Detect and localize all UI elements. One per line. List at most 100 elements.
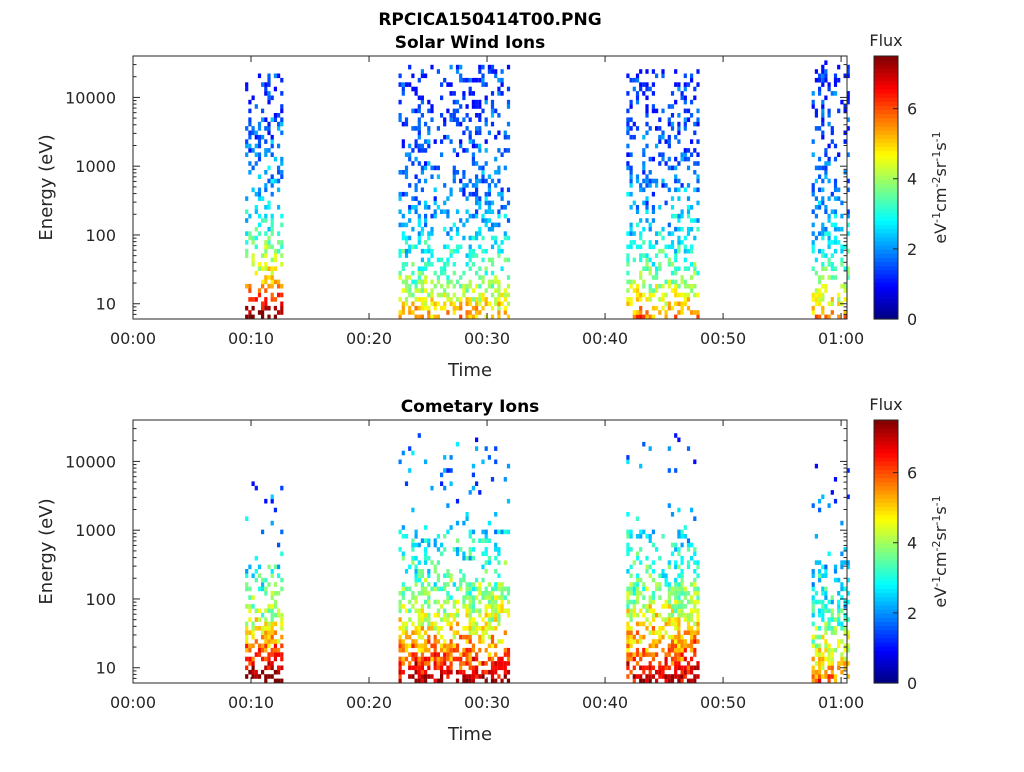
heatmap-cell — [443, 608, 447, 614]
heatmap-cell — [670, 617, 675, 622]
heatmap-cell — [648, 244, 652, 250]
heatmap-cell — [401, 450, 405, 456]
heatmap-cell — [814, 297, 818, 302]
heatmap-cell — [468, 595, 472, 600]
heatmap-cell — [446, 468, 450, 473]
heatmap-cell — [690, 630, 694, 635]
heatmap-cell — [827, 608, 831, 614]
heatmap-cell — [661, 235, 665, 241]
colorbar-swatch — [874, 424, 898, 429]
heatmap-cell — [459, 139, 463, 144]
heatmap-cell — [655, 586, 659, 592]
heatmap-cell — [651, 314, 655, 320]
heatmap-cell — [642, 148, 646, 153]
heatmap-cell — [427, 599, 431, 605]
heatmap-cell — [408, 235, 412, 241]
heatmap-cell — [632, 231, 636, 236]
heatmap-cell — [404, 634, 409, 640]
heatmap-cell — [471, 595, 475, 600]
heatmap-cell — [487, 555, 491, 561]
heatmap-cell — [830, 669, 834, 675]
heatmap-cell — [452, 643, 456, 649]
heatmap-cell — [683, 591, 687, 596]
heatmap-cell — [427, 143, 431, 149]
heatmap-cell — [690, 283, 694, 289]
heatmap-cell — [248, 297, 252, 302]
heatmap-cell — [398, 113, 402, 118]
heatmap-cell — [626, 652, 630, 657]
heatmap-cell — [635, 314, 640, 320]
heatmap-cell — [273, 582, 277, 587]
heatmap-cell — [465, 288, 469, 293]
heatmap-cell — [494, 170, 498, 175]
heatmap-cell — [667, 643, 671, 649]
heatmap-cell — [651, 205, 655, 210]
heatmap-cell — [424, 73, 428, 79]
heatmap-cell — [277, 639, 281, 644]
heatmap-cell — [827, 621, 831, 627]
heatmap-cell — [417, 218, 421, 223]
heatmap-cell — [248, 586, 252, 592]
colorbar-tick-label: 0 — [907, 674, 917, 693]
heatmap-cell — [639, 275, 643, 280]
heatmap-cell — [245, 665, 249, 671]
heatmap-cell — [468, 130, 472, 136]
heatmap-cell — [449, 665, 453, 671]
heatmap-cell — [503, 477, 507, 482]
heatmap-cell — [490, 626, 495, 631]
heatmap-cell — [833, 275, 838, 280]
heatmap-cell — [824, 231, 828, 236]
colorbar-swatch — [874, 420, 898, 425]
heatmap-cell — [427, 314, 431, 320]
heatmap-cell — [462, 674, 466, 679]
heatmap-cell — [686, 165, 691, 171]
heatmap-cell — [626, 634, 630, 640]
heatmap-cell — [475, 213, 479, 219]
y-tick-label: 100 — [85, 590, 116, 609]
heatmap-cell — [635, 288, 640, 293]
heatmap-cell — [814, 560, 818, 565]
heatmap-cell — [635, 91, 640, 96]
heatmap-cell — [821, 266, 825, 271]
heatmap-cell — [677, 235, 681, 241]
heatmap-cell — [827, 652, 831, 657]
heatmap-cell — [475, 586, 479, 592]
heatmap-cell — [670, 126, 675, 131]
heatmap-cell — [667, 262, 671, 267]
heatmap-cell — [468, 551, 472, 557]
heatmap-cell — [635, 209, 640, 214]
heatmap-cell — [468, 178, 472, 184]
heatmap-cell — [449, 82, 453, 87]
heatmap-cell — [670, 621, 675, 627]
heatmap-cell — [664, 279, 668, 285]
heatmap-cell — [843, 130, 847, 136]
heatmap-cell — [635, 244, 640, 250]
heatmap-cell — [468, 534, 472, 539]
heatmap-cell — [257, 288, 262, 293]
colorbar-swatch — [874, 510, 898, 516]
heatmap-cell — [494, 446, 498, 451]
heatmap-cell — [401, 248, 405, 254]
colorbar-swatch — [874, 68, 898, 74]
heatmap-cell — [264, 91, 268, 96]
x-tick-label: 00:00 — [110, 329, 156, 348]
heatmap-cell — [475, 130, 479, 136]
heatmap-cell — [677, 196, 681, 201]
heatmap-cell — [443, 200, 447, 206]
heatmap-cell — [478, 69, 482, 74]
heatmap-cell — [452, 604, 456, 609]
heatmap-cell — [642, 441, 646, 447]
heatmap-cell — [264, 617, 268, 622]
heatmap-cell — [693, 674, 697, 679]
heatmap-cell — [642, 621, 646, 627]
heatmap-cell — [427, 538, 431, 543]
heatmap-cell — [411, 547, 415, 552]
colorbar-swatch — [874, 277, 898, 283]
heatmap-cell — [674, 617, 678, 622]
heatmap-cell — [484, 248, 488, 254]
heatmap-cell — [677, 226, 681, 232]
heatmap-cell — [484, 586, 488, 592]
heatmap-cell — [843, 661, 847, 666]
heatmap-cell — [424, 262, 428, 267]
heatmap-cell — [475, 310, 479, 315]
